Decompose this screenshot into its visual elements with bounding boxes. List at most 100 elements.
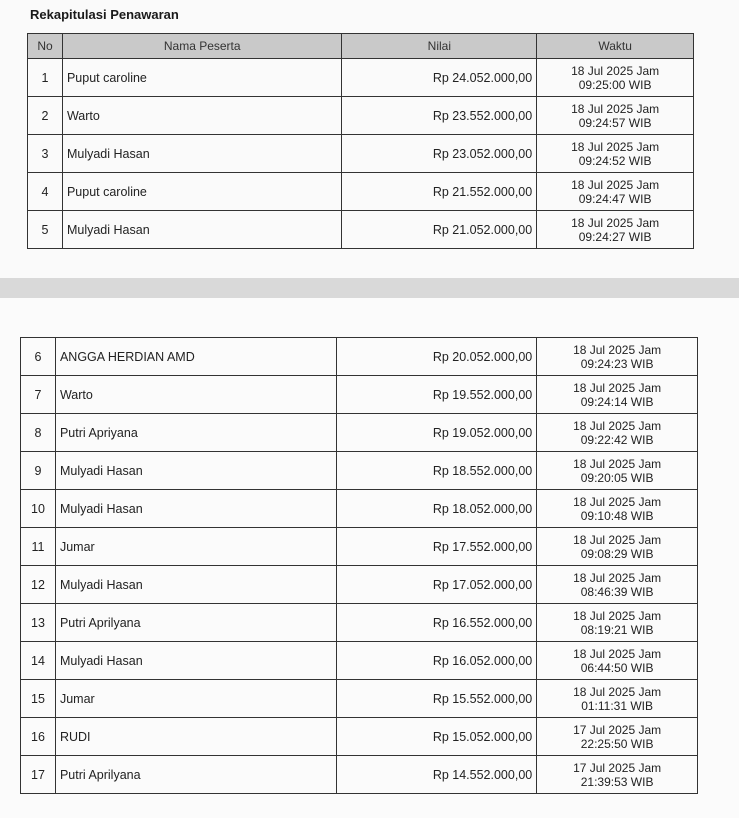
bid-time: 18 Jul 2025 Jam 09:20:05 WIB: [536, 451, 698, 490]
table-row: 1 Puput caroline Rp 24.052.000,00 18 Jul 20…: [27, 58, 694, 97]
bid-clock: 08:19:21 WIB: [580, 622, 654, 637]
bid-value: Rp 24.052.000,00: [341, 58, 538, 97]
row-no: 15: [20, 679, 56, 718]
col-no: No: [27, 33, 63, 59]
table-row: 12 Mulyadi Hasan Rp 17.052.000,00 18 Jul 20…: [20, 565, 698, 604]
bid-value: Rp 23.052.000,00: [341, 134, 538, 173]
bid-clock: 01:11:31 WIB: [581, 698, 654, 713]
participant-name: Putri Aprilyana: [54, 755, 338, 794]
participant-name: Putri Apriyana: [54, 413, 338, 452]
bid-recap-table-page-2: 6 ANGGA HERDIAN AMD Rp 20.052.000,00 18 Jul…: [20, 337, 698, 794]
document-page-1: Rekapitulasi Penawaran No Nama Peserta N…: [0, 0, 739, 278]
row-no: 9: [20, 451, 56, 490]
participant-name: Mulyadi Hasan: [61, 210, 343, 249]
bid-time: 18 Jul 2025 Jam 09:08:29 WIB: [536, 527, 698, 566]
table-row: 7 Warto Rp 19.552.000,00 18 Jul 2025 Jam 09:…: [20, 375, 698, 414]
bid-date: 18 Jul 2025 Jam: [573, 570, 662, 585]
row-no: 14: [20, 641, 56, 680]
bid-date: 18 Jul 2025 Jam: [571, 139, 660, 154]
bid-clock: 21:39:53 WIB: [580, 774, 654, 789]
bid-date: 18 Jul 2025 Jam: [573, 608, 662, 623]
row-no: 3: [27, 134, 63, 173]
bid-value: Rp 18.552.000,00: [336, 451, 538, 490]
bid-value: Rp 17.552.000,00: [336, 527, 538, 566]
row-no: 12: [20, 565, 56, 604]
participant-name: Mulyadi Hasan: [54, 565, 338, 604]
bid-value: Rp 21.052.000,00: [341, 210, 538, 249]
table-row: 9 Mulyadi Hasan Rp 18.552.000,00 18 Jul 202…: [20, 451, 698, 490]
bid-value: Rp 15.552.000,00: [336, 679, 538, 718]
bid-date: 18 Jul 2025 Jam: [573, 646, 662, 661]
table-row: 11 Jumar Rp 17.552.000,00 18 Jul 2025 Jam 09…: [20, 527, 698, 566]
col-name: Nama Peserta: [61, 33, 343, 59]
table-row: 15 Jumar Rp 15.552.000,00 18 Jul 2025 Jam 01…: [20, 679, 698, 718]
bid-date: 18 Jul 2025 Jam: [573, 684, 662, 699]
row-no: 7: [20, 375, 56, 414]
bid-date: 18 Jul 2025 Jam: [573, 532, 662, 547]
participant-name: Mulyadi Hasan: [54, 641, 338, 680]
row-no: 2: [27, 96, 63, 135]
participant-name: Mulyadi Hasan: [54, 489, 338, 528]
row-no: 1: [27, 58, 63, 97]
row-no: 11: [20, 527, 56, 566]
bid-time: 18 Jul 2025 Jam 08:46:39 WIB: [536, 565, 698, 604]
table-row: 13 Putri Aprilyana Rp 16.552.000,00 18 Jul …: [20, 603, 698, 642]
bid-clock: 06:44:50 WIB: [580, 660, 654, 675]
participant-name: Puput caroline: [61, 172, 343, 211]
bid-clock: 09:10:48 WIB: [580, 508, 654, 523]
table-row: 10 Mulyadi Hasan Rp 18.052.000,00 18 Jul 20…: [20, 489, 698, 528]
bid-time: 18 Jul 2025 Jam 09:24:57 WIB: [536, 96, 694, 135]
bid-value: Rp 19.052.000,00: [336, 413, 538, 452]
bid-clock: 09:22:42 WIB: [580, 432, 654, 447]
table-row: 17 Putri Aprilyana Rp 14.552.000,00 17 Jul …: [20, 755, 698, 794]
table-row: 8 Putri Apriyana Rp 19.052.000,00 18 Jul 20…: [20, 413, 698, 452]
bid-clock: 09:24:52 WIB: [578, 153, 652, 168]
bid-time: 18 Jul 2025 Jam 09:24:27 WIB: [536, 210, 694, 249]
col-time: Waktu: [536, 33, 694, 59]
bid-clock: 09:24:57 WIB: [578, 115, 652, 130]
bid-time: 17 Jul 2025 Jam 22:25:50 WIB: [536, 717, 698, 756]
bid-clock: 09:24:14 WIB: [580, 394, 654, 409]
bid-value: Rp 15.052.000,00: [336, 717, 538, 756]
participant-name: Putri Aprilyana: [54, 603, 338, 642]
participant-name: Mulyadi Hasan: [54, 451, 338, 490]
bid-date: 18 Jul 2025 Jam: [573, 494, 662, 509]
bid-clock: 09:24:27 WIB: [578, 229, 652, 244]
table-header: No Nama Peserta Nilai Waktu: [27, 33, 694, 59]
table-row: 4 Puput caroline Rp 21.552.000,00 18 Jul 20…: [27, 172, 694, 211]
bid-clock: 22:25:50 WIB: [580, 736, 654, 751]
participant-name: ANGGA HERDIAN AMD: [54, 337, 338, 376]
row-no: 8: [20, 413, 56, 452]
bid-time: 18 Jul 2025 Jam 09:22:42 WIB: [536, 413, 698, 452]
participant-name: Warto: [54, 375, 338, 414]
bid-date: 18 Jul 2025 Jam: [571, 101, 660, 116]
bid-value: Rp 16.552.000,00: [336, 603, 538, 642]
participant-name: Puput caroline: [61, 58, 343, 97]
participant-name: Jumar: [54, 679, 338, 718]
bid-time: 18 Jul 2025 Jam 01:11:31 WIB: [536, 679, 698, 718]
row-no: 17: [20, 755, 56, 794]
bid-clock: 09:25:00 WIB: [578, 77, 652, 92]
bid-clock: 09:24:47 WIB: [578, 191, 652, 206]
row-no: 4: [27, 172, 63, 211]
participant-name: Jumar: [54, 527, 338, 566]
table-row: 2 Warto Rp 23.552.000,00 18 Jul 2025 Jam 09:…: [27, 96, 694, 135]
row-no: 16: [20, 717, 56, 756]
row-no: 5: [27, 210, 63, 249]
bid-time: 18 Jul 2025 Jam 09:24:52 WIB: [536, 134, 694, 173]
bid-value: Rp 14.552.000,00: [336, 755, 538, 794]
bid-time: 18 Jul 2025 Jam 09:24:23 WIB: [536, 337, 698, 376]
row-no: 13: [20, 603, 56, 642]
table-row: 5 Mulyadi Hasan Rp 21.052.000,00 18 Jul 202…: [27, 210, 694, 249]
participant-name: Warto: [61, 96, 343, 135]
table-row: 16 RUDI Rp 15.052.000,00 17 Jul 2025 Jam 22:…: [20, 717, 698, 756]
bid-value: Rp 20.052.000,00: [336, 337, 538, 376]
bid-time: 18 Jul 2025 Jam 09:25:00 WIB: [536, 58, 694, 97]
bid-date: 18 Jul 2025 Jam: [573, 342, 662, 357]
bid-recap-table-page-1: No Nama Peserta Nilai Waktu 1 Puput carol…: [27, 33, 694, 249]
bid-time: 18 Jul 2025 Jam 08:19:21 WIB: [536, 603, 698, 642]
bid-time: 18 Jul 2025 Jam 09:24:47 WIB: [536, 172, 694, 211]
bid-date: 18 Jul 2025 Jam: [571, 177, 660, 192]
bid-date: 18 Jul 2025 Jam: [573, 418, 662, 433]
table-row: 6 ANGGA HERDIAN AMD Rp 20.052.000,00 18 Jul…: [20, 337, 698, 376]
